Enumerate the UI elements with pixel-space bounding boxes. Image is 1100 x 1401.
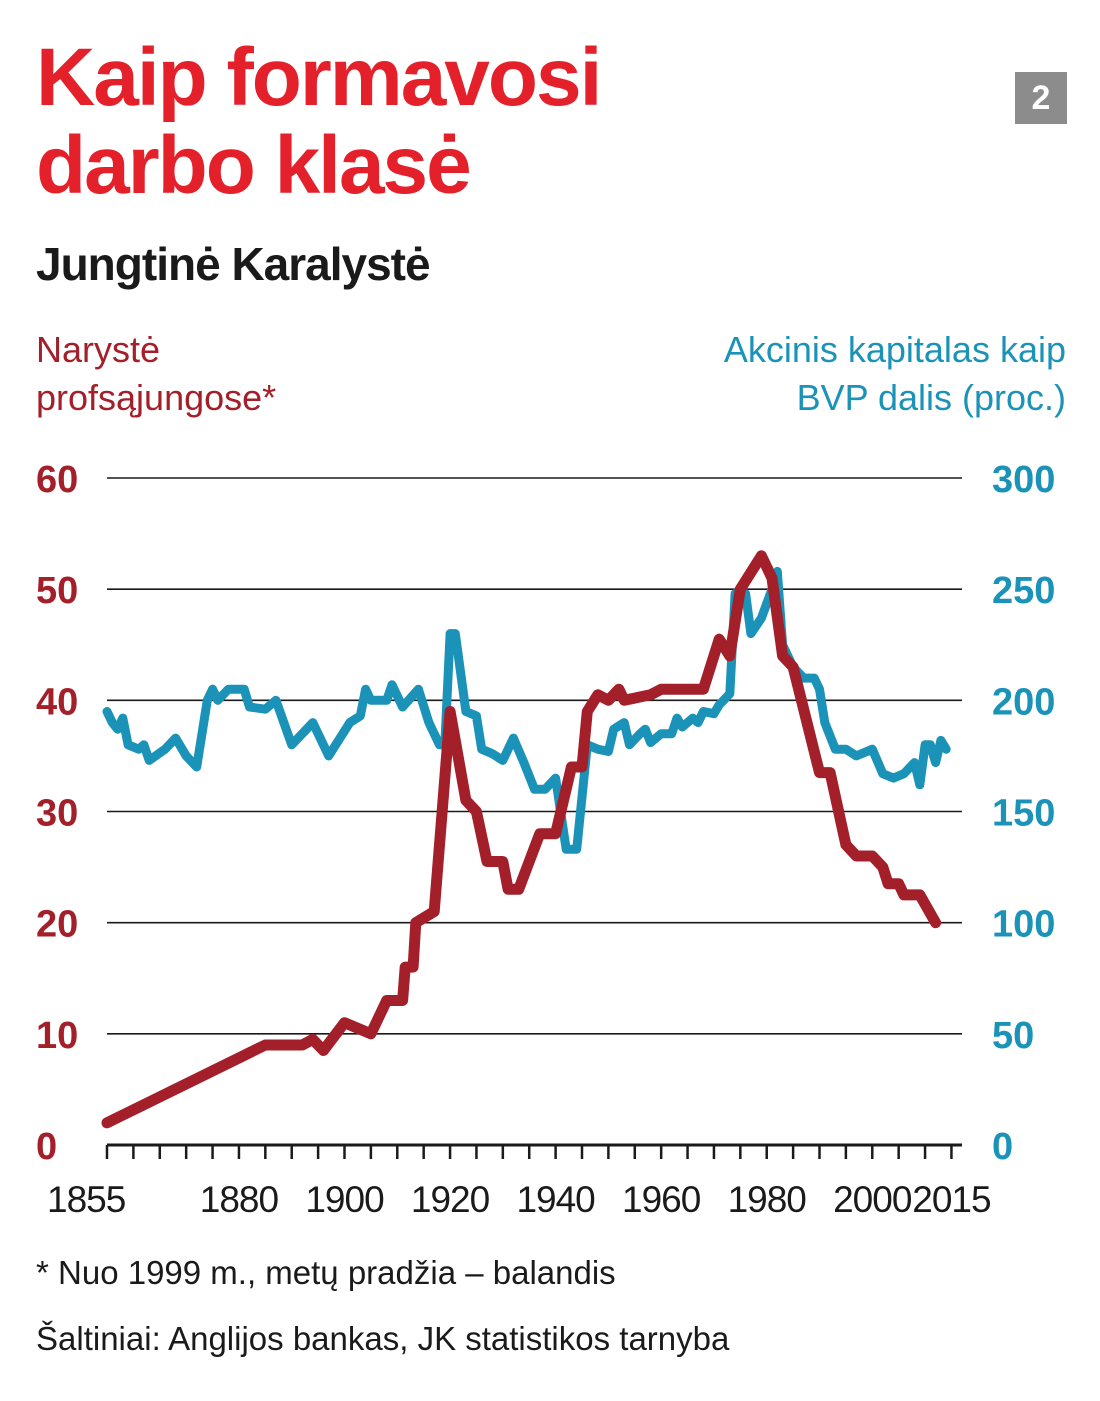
right-tick-label: 50 [992,1015,1034,1057]
x-tick-label: 2000 [833,1179,912,1220]
right-tick-label: 100 [992,904,1055,946]
right-tick-label: 200 [992,681,1055,723]
x-tick-label: 1880 [200,1179,279,1220]
equity-capital-line [102,566,951,854]
x-tick-label: 2015 [912,1179,991,1220]
left-tick-label: 60 [36,459,78,501]
gridlines [107,477,962,1035]
figure-number-badge: 2 [1015,72,1067,124]
left-tick-label: 10 [36,1015,78,1057]
chart-subtitle: Jungtinė Karalystė [36,238,431,290]
left-axis-title: Narystė profsąjungose* [36,326,456,422]
right-tick-label: 250 [992,570,1055,612]
left-tick-label: 50 [36,570,78,612]
right-axis-title: Akcinis kapitalas kaip BVP dalis (proc.) [546,326,1066,422]
chart-title: Kaip formavosi darbo klasė [36,34,936,210]
x-axis [105,1143,962,1159]
right-tick-label: 150 [992,793,1055,835]
x-tick-label: 1940 [516,1179,595,1220]
left-axis-title-line-1: Narystė [36,329,161,370]
right-axis-title-line-2: BVP dalis (proc.) [796,377,1066,418]
source-note: Šaltiniai: Anglijos bankas, JK statistik… [36,1320,730,1357]
x-tick-label: 1900 [305,1179,384,1220]
right-tick-label: 0 [992,1126,1013,1168]
title-line-2: darbo klasė [36,120,472,211]
series-lines [101,550,951,1129]
right-axis-ticks: 0 50 100 150 200 250 300 [992,459,1055,1168]
union-membership-line [101,550,942,1129]
x-axis-ticks: 1855 1880 1900 1920 1940 1960 1980 2000 2015 [47,1179,992,1220]
left-axis-title-line-2: profsąjungose* [36,377,277,418]
right-axis-title-line-1: Akcinis kapitalas kaip [723,329,1066,370]
left-tick-label: 20 [36,904,78,946]
right-tick-label: 300 [992,459,1055,501]
left-tick-label: 30 [36,793,78,835]
x-tick-label: 1855 [47,1179,126,1220]
x-tick-label: 1920 [411,1179,490,1220]
footnote: * Nuo 1999 m., metų pradžia – balandis [36,1254,616,1291]
x-tick-label: 1980 [728,1179,807,1220]
left-tick-label: 40 [36,681,78,723]
left-axis-ticks: 0 10 20 30 40 50 60 [36,459,78,1168]
title-line-1: Kaip formavosi [36,32,602,123]
left-tick-label: 0 [36,1126,57,1168]
x-tick-label: 1960 [622,1179,701,1220]
